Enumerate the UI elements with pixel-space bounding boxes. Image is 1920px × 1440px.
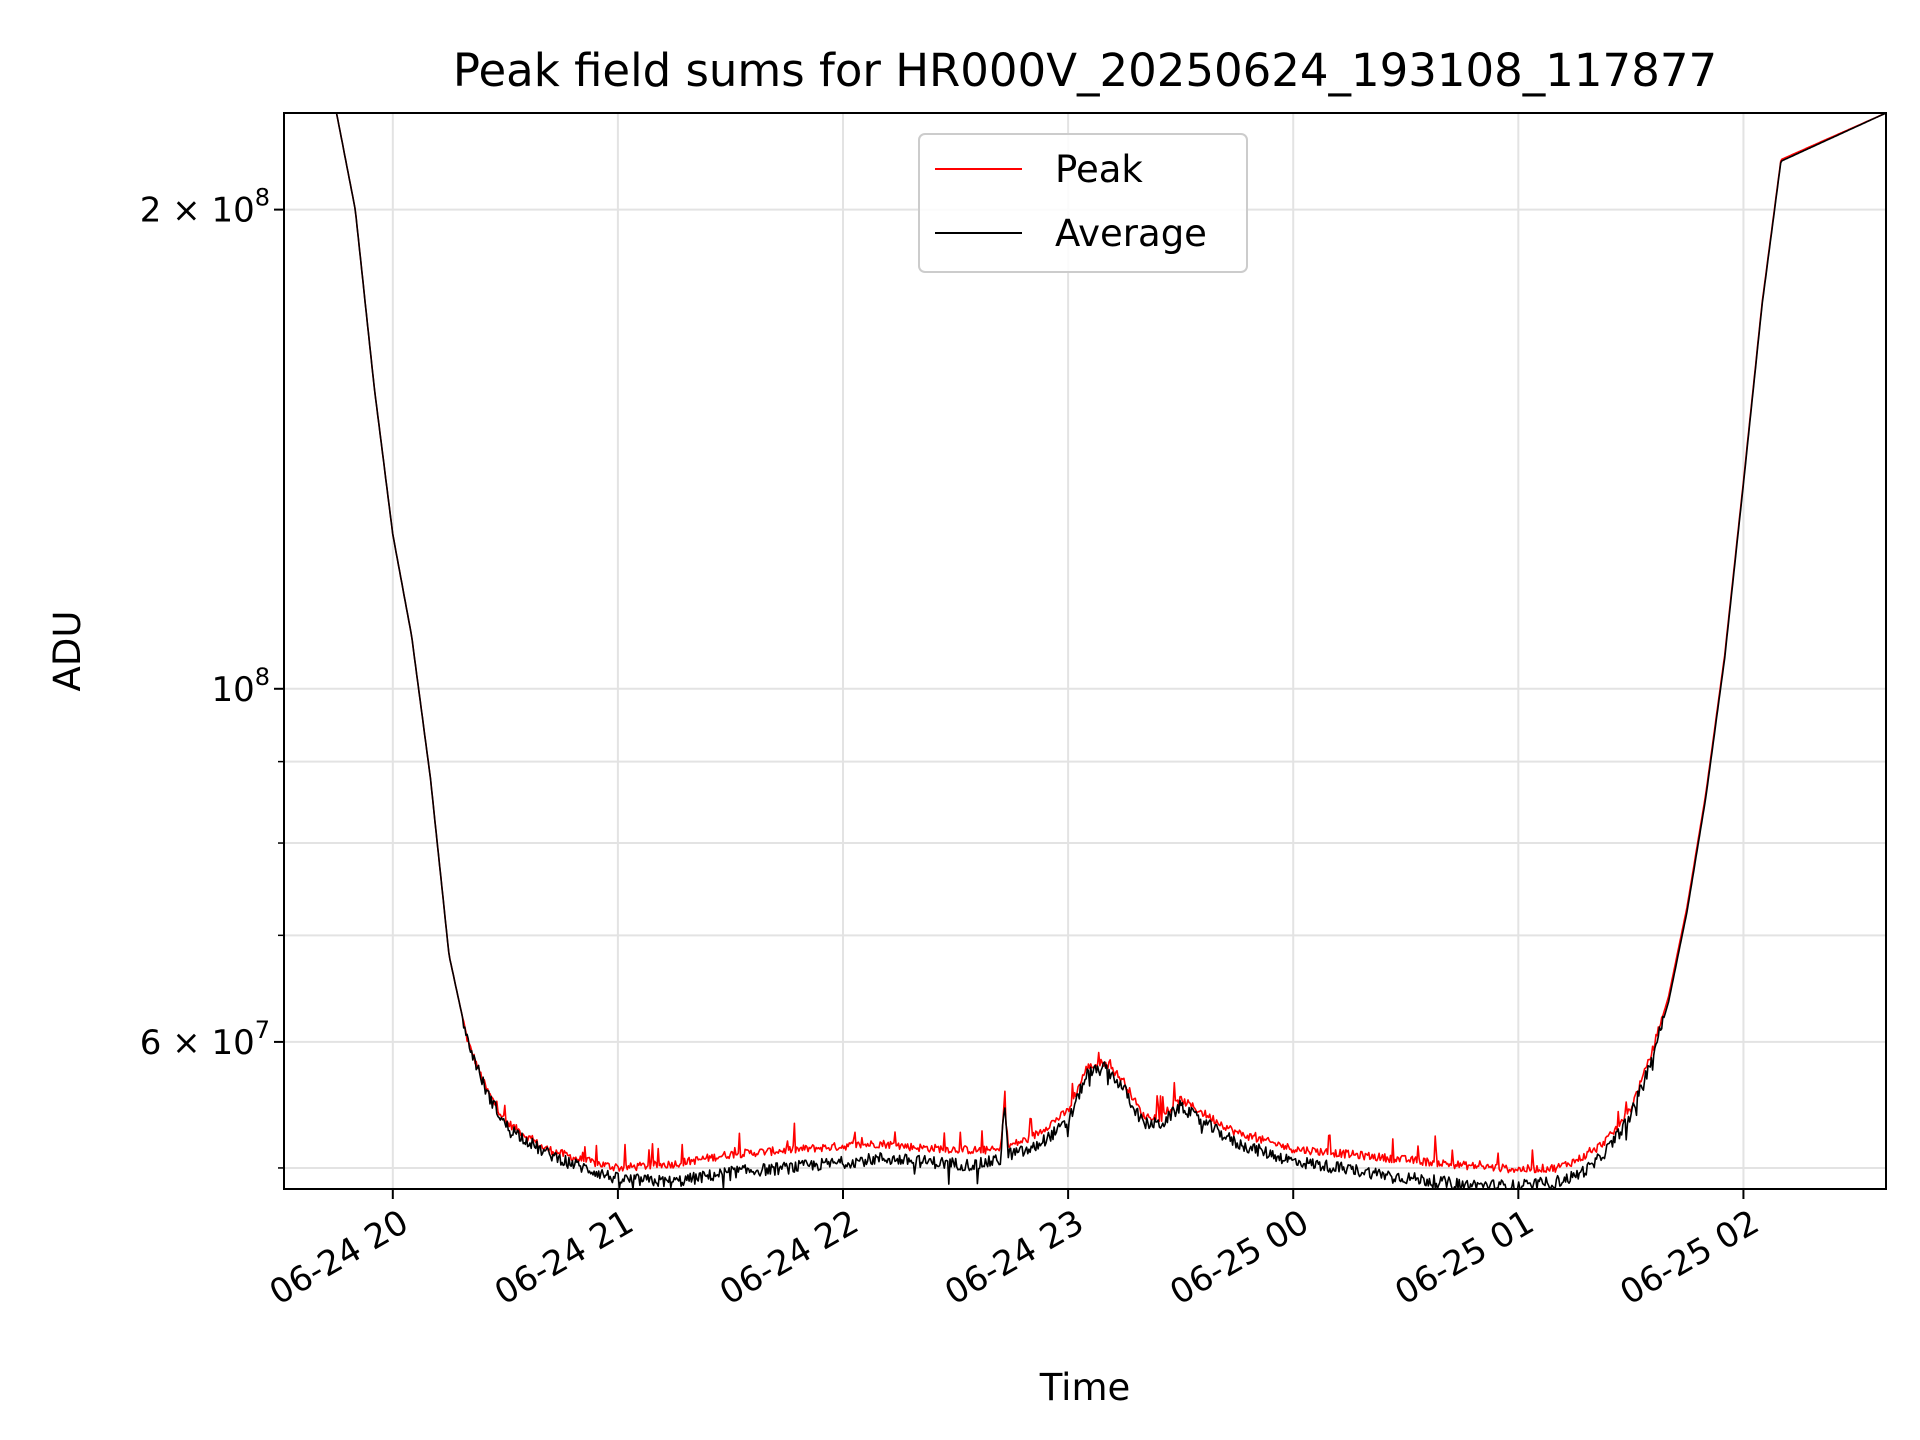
grid (284, 113, 1886, 1189)
series-layer (284, 112, 1887, 1190)
y-tick-label: 108 (211, 663, 270, 710)
plot-frame (283, 112, 1887, 1190)
legend: Peak Average (918, 133, 1248, 273)
series-line-average (284, 112, 1887, 1190)
y-axis-title: ADU (46, 611, 89, 692)
x-axis-title: Time (1039, 1366, 1131, 1409)
y-tick-label: 2 × 108 (140, 184, 270, 231)
y-tick-label: 6 × 107 (140, 1016, 270, 1063)
chart-title: Peak field sums for HR000V_20250624_1931… (453, 44, 1717, 97)
legend-label-average: Average (1055, 212, 1207, 255)
legend-label-peak: Peak (1055, 148, 1143, 191)
series-line-peak (284, 112, 1887, 1174)
